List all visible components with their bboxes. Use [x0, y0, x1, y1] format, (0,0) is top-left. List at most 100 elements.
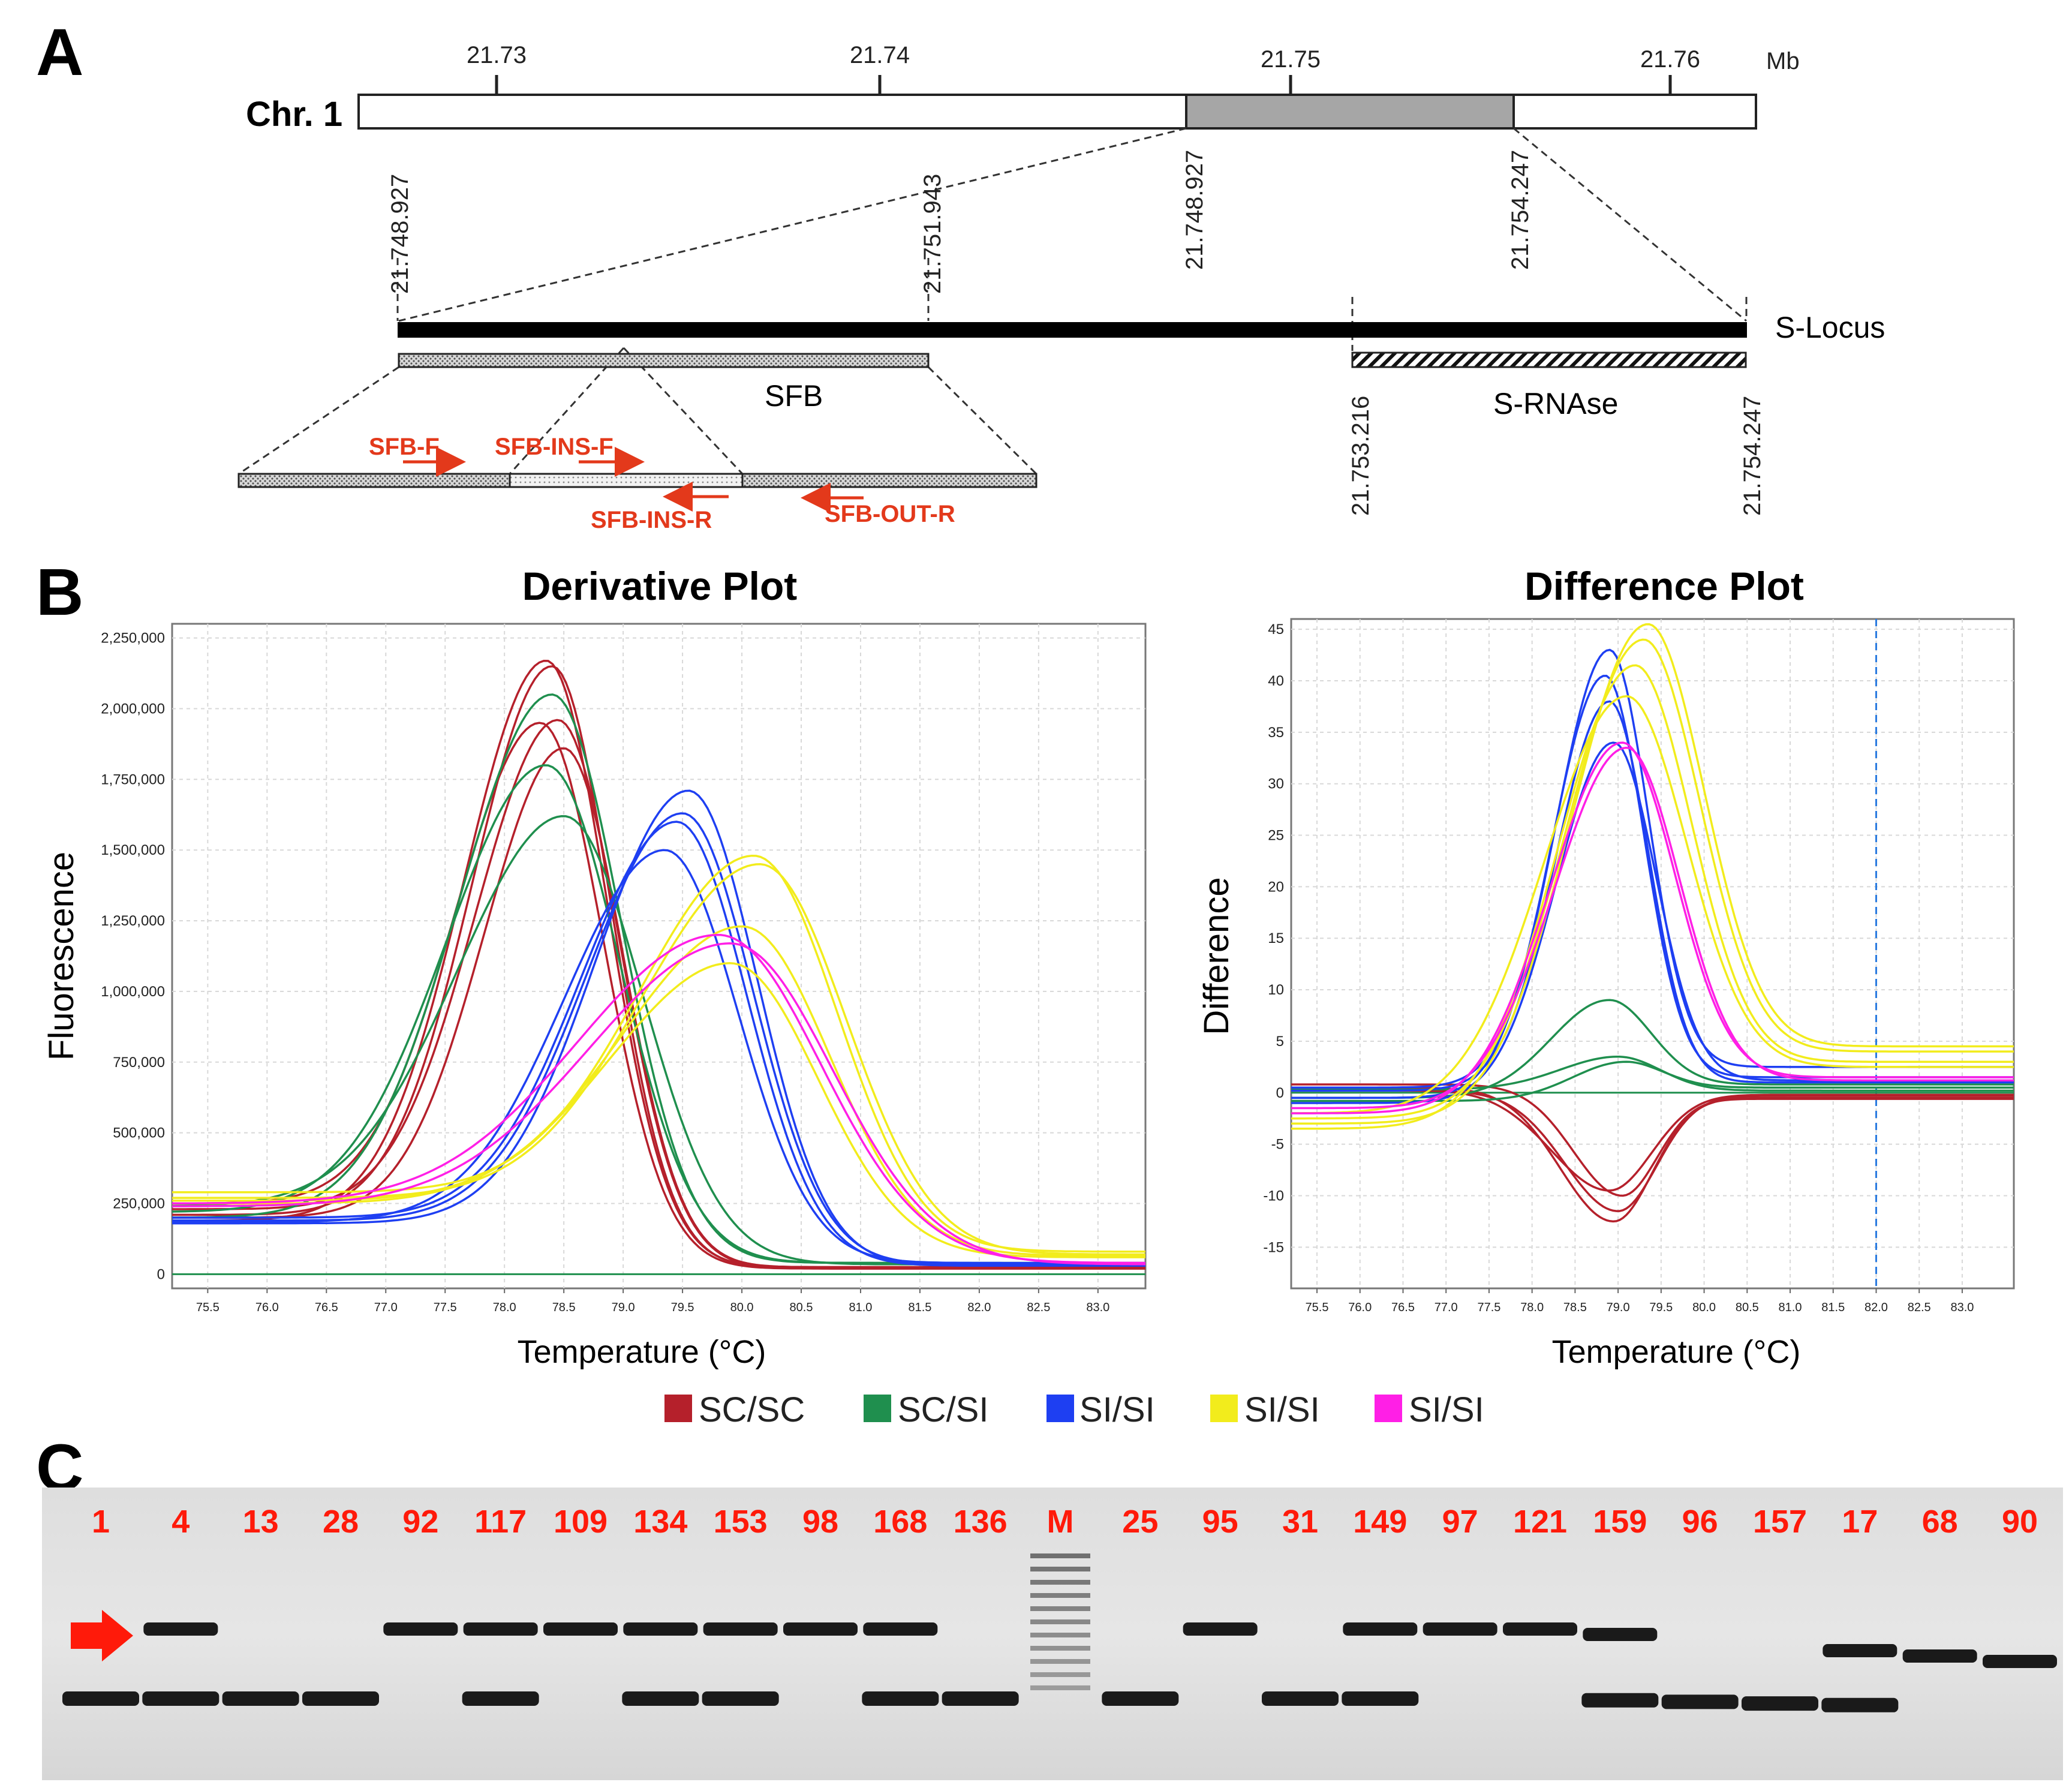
x-tick-label: 80.5: [1736, 1301, 1759, 1314]
chromosome-ticks: 21.73 21.74 21.75 21.76 Mb: [467, 42, 1800, 95]
y-tick-label: 2,000,000: [101, 701, 165, 717]
locus-start-coord: 21.748.927: [387, 174, 413, 294]
lane-label: 109: [554, 1504, 608, 1540]
x-tick-label: 78.5: [1563, 1301, 1587, 1314]
x-tick-label: 81.5: [908, 1301, 931, 1314]
x-tick-label: 82.5: [1027, 1301, 1050, 1314]
x-tick-label: 81.0: [1779, 1301, 1802, 1314]
legend-swatch: [664, 1395, 692, 1422]
gel-band-lower: [1581, 1693, 1659, 1708]
lane-labels: 1 4 13 28 92 117 109 134 153 98 168 136 M 25 95 31 149 97…: [92, 1504, 2038, 1540]
x-tick-label: 76.0: [255, 1301, 279, 1314]
x-tick-label: 83.0: [1086, 1301, 1109, 1314]
sfb-gene: [398, 353, 930, 368]
legend-label: SI/SI: [1244, 1390, 1320, 1429]
lane-label: 168: [873, 1504, 927, 1540]
series-curve: [1291, 746, 2014, 1110]
gel-band-lower: [1661, 1694, 1739, 1709]
difference-curves: [1291, 623, 2014, 1223]
s-locus-region: [1185, 94, 1515, 130]
lane-label: 17: [1842, 1504, 1878, 1540]
y-tick-label: -10: [1263, 1188, 1284, 1204]
x-tick-label: 82.5: [1908, 1301, 1931, 1314]
gel-band-lower: [1742, 1696, 1818, 1711]
x-tick-label: 80.0: [1692, 1301, 1716, 1314]
ladder-band: [1030, 1606, 1090, 1611]
gel-band-upper: [1423, 1622, 1497, 1636]
chromosome-label: Chr. 1: [246, 95, 342, 134]
sfb-exon-right: [741, 473, 1037, 488]
y-tick-label: 30: [1268, 776, 1284, 792]
x-tick-label: 80.5: [790, 1301, 813, 1314]
lane-label: 159: [1593, 1504, 1647, 1540]
lane-label: 98: [802, 1504, 838, 1540]
lane-label: 31: [1282, 1504, 1318, 1540]
difference-x-label: Temperature (°C): [1552, 1334, 1801, 1370]
x-tick-label: 77.0: [1435, 1301, 1458, 1314]
y-tick-label: 1,750,000: [101, 771, 165, 788]
difference-y-ticks: -15 -10 -5 0 5 10 15 20 25 30 35 40 45: [1263, 621, 1284, 1255]
zoom-lines: [238, 127, 1748, 475]
upper-band-arrow-icon: [71, 1610, 133, 1661]
y-tick-label: 5: [1276, 1033, 1284, 1050]
x-tick-label: 79.5: [671, 1301, 694, 1314]
series-curve: [172, 747, 1145, 1269]
derivative-curves: [172, 659, 1145, 1275]
lane-label: 121: [1513, 1504, 1567, 1540]
y-tick-label: 15: [1268, 930, 1284, 946]
y-tick-label: 35: [1268, 725, 1284, 741]
difference-y-label: Difference: [1197, 877, 1236, 1035]
primer-sfb-f: SFB-F: [369, 434, 440, 460]
series-curve: [1291, 741, 2014, 1114]
ladder-band: [1030, 1672, 1090, 1677]
sfb-end-coord: 21.751.943: [919, 174, 946, 294]
chromosome-bar: [357, 94, 1757, 130]
gel-band-upper: [543, 1622, 618, 1636]
ladder-band: [1030, 1593, 1090, 1598]
y-tick-label: 750,000: [113, 1054, 165, 1071]
ladder-band: [1030, 1685, 1090, 1690]
gel-band-upper: [623, 1622, 698, 1636]
lane-label: 153: [714, 1504, 768, 1540]
series-curve: [172, 933, 1145, 1264]
legend-label: SC/SC: [699, 1390, 805, 1429]
y-tick-label: 500,000: [113, 1125, 165, 1141]
panel-a: A Chr. 1 21.73 21.74 21.75 21.76 Mb: [36, 16, 1885, 533]
gel-band-lower: [62, 1691, 139, 1706]
derivative-x-ticks: 75.5 76.0 76.5 77.0 77.5 78.0 78.5 79.0 79.5 80.0…: [196, 1288, 1109, 1314]
gel-band-lower: [1342, 1691, 1419, 1706]
panel-a-letter: A: [36, 16, 83, 89]
lane-label: 68: [1922, 1504, 1958, 1540]
x-tick-label: 79.0: [1607, 1301, 1630, 1314]
region-start-coord: 21.748.927: [1181, 150, 1208, 270]
lane-label: 90: [2002, 1504, 2038, 1540]
gel-band-lower: [622, 1691, 699, 1706]
gel-band-upper: [1823, 1644, 1897, 1657]
srnase-gene: [1351, 351, 1747, 368]
y-tick-label: 0: [157, 1266, 165, 1282]
x-tick-label: 81.5: [1821, 1301, 1845, 1314]
x-tick-label: 77.0: [374, 1301, 398, 1314]
gel-band-lower: [1821, 1697, 1899, 1712]
lane-label: 92: [402, 1504, 438, 1540]
x-tick-label: 82.0: [1865, 1301, 1888, 1314]
gel-band-lower: [1102, 1691, 1179, 1706]
y-tick-label: 250,000: [113, 1196, 165, 1212]
series-curve: [1291, 1083, 2014, 1197]
panel-c: C 1 4 13 28 92 117 109 134 153 98 168 136 M 25 95 31 149…: [36, 1431, 2063, 1780]
gel-band-lower: [1262, 1691, 1339, 1706]
lane-label: 157: [1753, 1504, 1807, 1540]
lane-label: 136: [954, 1504, 1008, 1540]
y-tick-label: 25: [1268, 828, 1284, 844]
x-tick-label: 78.0: [493, 1301, 516, 1314]
srnase-start-coord: 21.753.216: [1348, 396, 1374, 516]
y-tick-label: 0: [1276, 1085, 1284, 1101]
series-curve: [172, 854, 1145, 1253]
gel-band-upper: [143, 1622, 218, 1636]
legend-label: SI/SI: [1079, 1390, 1155, 1429]
y-tick-label: 1,250,000: [101, 913, 165, 929]
y-tick-label: 45: [1268, 621, 1284, 638]
primers: SFB-F SFB-INS-F SFB-INS-R SFB-OUT-R: [369, 434, 955, 533]
gel-band-upper: [1902, 1649, 1977, 1663]
y-tick-label: 40: [1268, 673, 1284, 689]
